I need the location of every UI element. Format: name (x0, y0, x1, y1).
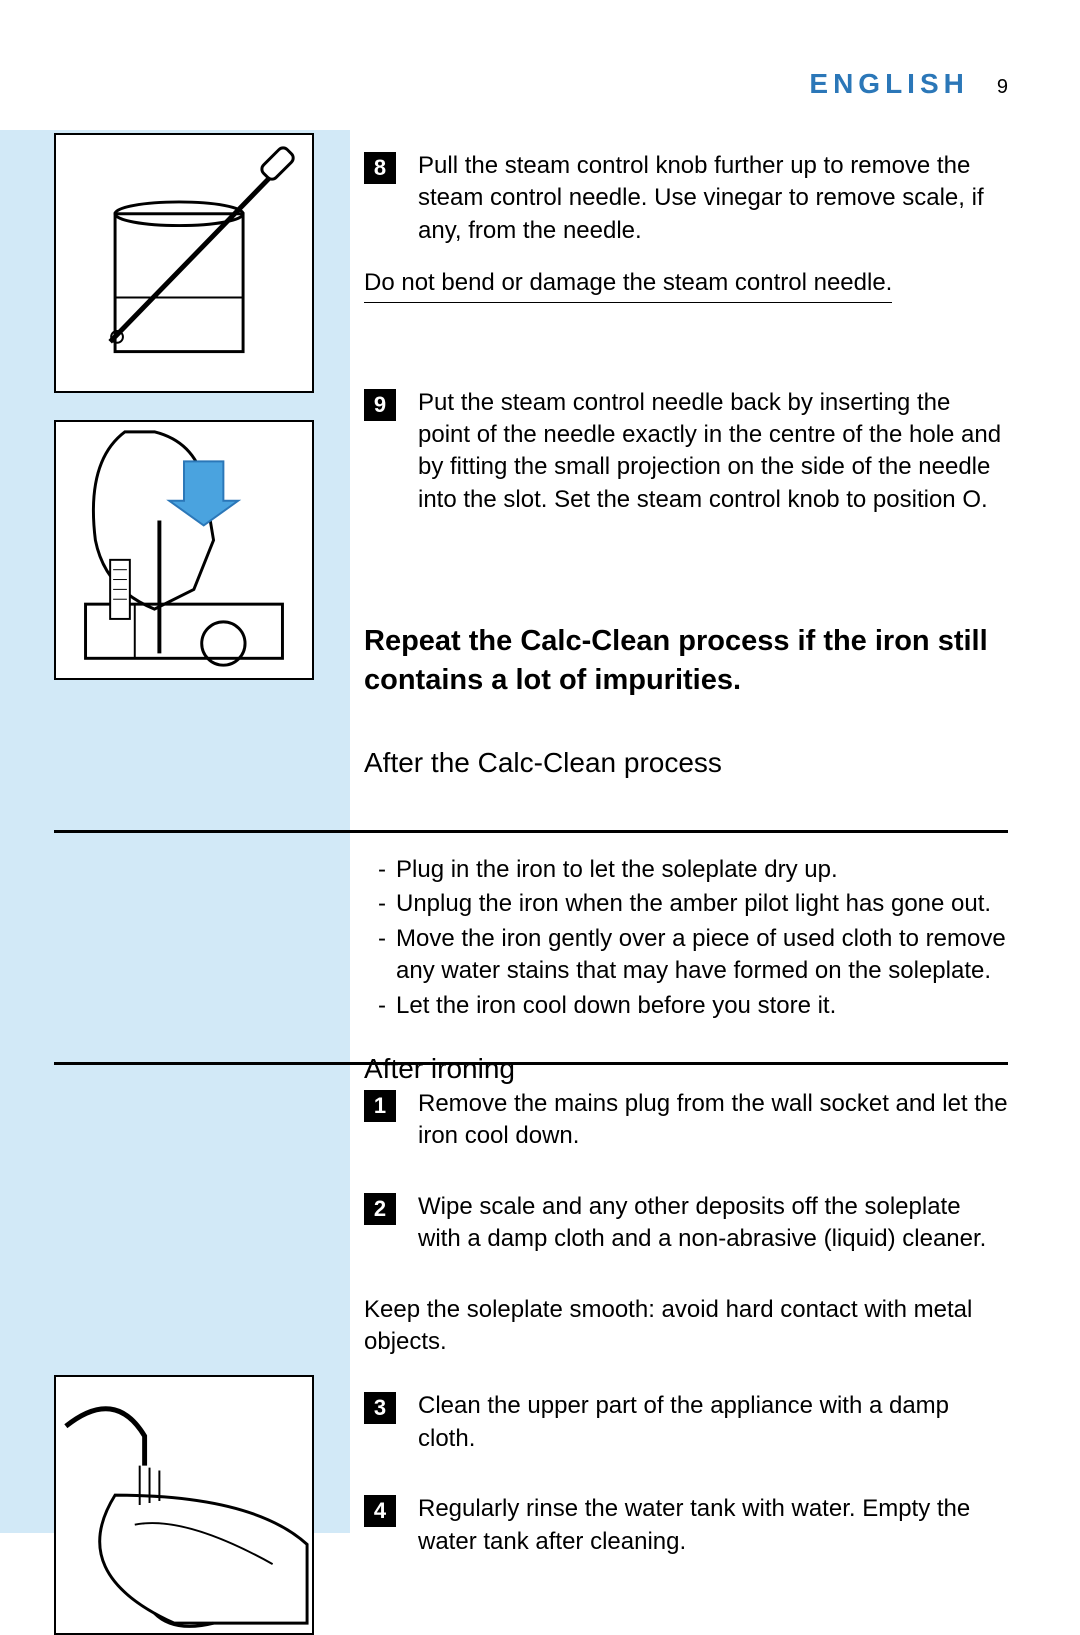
step-4: 4 Regularly rinse the water tank with wa… (364, 1493, 1008, 1558)
bold-note: Repeat the Calc-Clean process if the iro… (364, 622, 1008, 700)
section-divider (54, 830, 1008, 833)
list-item: Move the iron gently over a piece of use… (382, 923, 1008, 988)
step-number: 2 (364, 1193, 396, 1225)
step-9: 9 Put the steam control needle back by i… (364, 387, 1008, 517)
section-divider (54, 1062, 1008, 1065)
step-number: 3 (364, 1392, 396, 1424)
list-item: Plug in the iron to let the soleplate dr… (382, 854, 1008, 886)
step-text: Regularly rinse the water tank with wate… (418, 1493, 1008, 1558)
step-text: Clean the upper part of the appliance wi… (418, 1390, 1008, 1455)
step-text: Remove the mains plug from the wall sock… (418, 1088, 1008, 1153)
step-8: 8 Pull the steam control knob further up… (364, 150, 1008, 247)
page-header: ENGLISH 9 (809, 65, 1008, 103)
header-language: ENGLISH (809, 65, 968, 103)
bullet-list-calc-clean: Plug in the iron to let the soleplate dr… (364, 854, 1008, 1022)
step-text: Wipe scale and any other deposits off th… (418, 1191, 1008, 1256)
figure-beaker-needle (54, 133, 314, 393)
list-item: Let the iron cool down before you store … (382, 990, 1008, 1022)
figure-rinse-tank (54, 1375, 314, 1635)
warning-note: Do not bend or damage the steam control … (364, 267, 892, 302)
step-number: 8 (364, 152, 396, 184)
section-heading-after-ironing: After ironing (364, 1050, 1008, 1088)
list-item: Unplug the iron when the amber pilot lig… (382, 888, 1008, 920)
step-number: 4 (364, 1495, 396, 1527)
step-3: 3 Clean the upper part of the appliance … (364, 1390, 1008, 1455)
step-2: 2 Wipe scale and any other deposits off … (364, 1191, 1008, 1256)
content-section-c: 1 Remove the mains plug from the wall so… (364, 1088, 1008, 1578)
header-page-number: 9 (997, 74, 1008, 101)
figure-insert-needle (54, 420, 314, 680)
step-text: Pull the steam control knob further up t… (418, 150, 1008, 247)
step-number: 1 (364, 1090, 396, 1122)
soleplate-note: Keep the soleplate smooth: avoid hard co… (364, 1294, 1008, 1359)
step-1: 1 Remove the mains plug from the wall so… (364, 1088, 1008, 1153)
content-section-a: 8 Pull the steam control knob further up… (364, 150, 1008, 792)
step-number: 9 (364, 389, 396, 421)
section-heading-calc-clean: After the Calc-Clean process (364, 744, 1008, 782)
step-text: Put the steam control needle back by ins… (418, 387, 1008, 517)
